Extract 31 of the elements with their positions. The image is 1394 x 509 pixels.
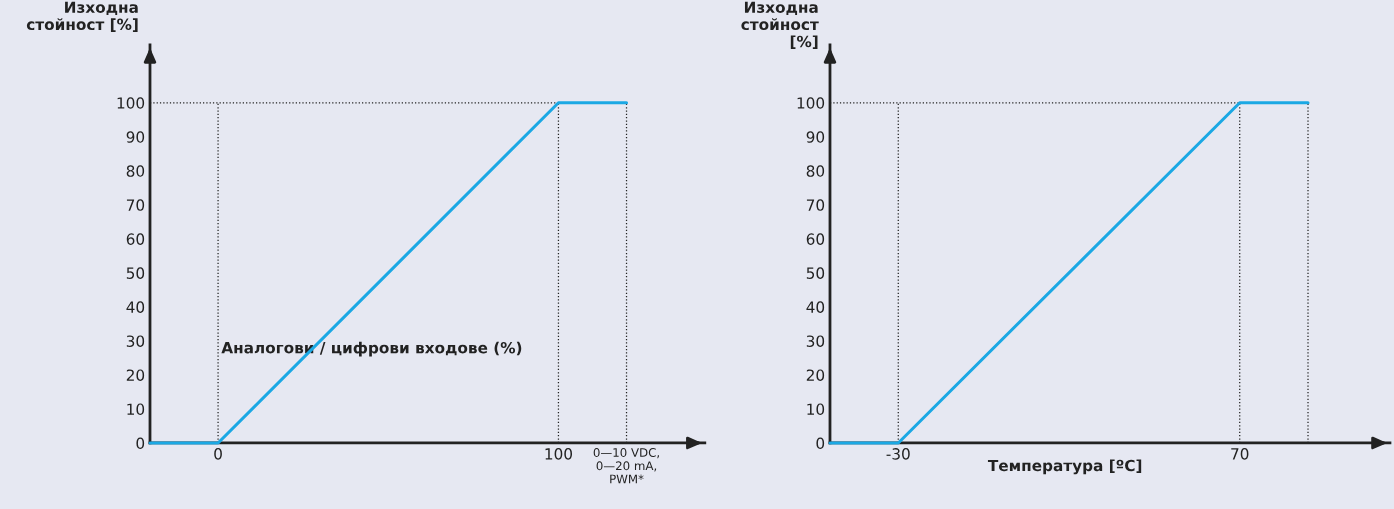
x-tick-label: 70 bbox=[1231, 448, 1249, 460]
y-axis-title: Изходна стойност [%] bbox=[741, 1, 819, 49]
y-tick-label: 70 bbox=[126, 199, 145, 211]
y-tick-label: 20 bbox=[806, 369, 825, 381]
y-tick-label: 80 bbox=[126, 165, 145, 177]
y-tick-label: 70 bbox=[806, 199, 825, 211]
y-tick-label: 0 bbox=[816, 437, 825, 449]
y-tick-label: 80 bbox=[806, 165, 825, 177]
y-tick-label: 30 bbox=[806, 335, 825, 347]
x-axis-title: Температура [ºC] bbox=[987, 459, 1142, 475]
y-tick-label: 50 bbox=[126, 267, 145, 279]
x-tick-label: 0—10 VDC, 0—20 mA, PWM* bbox=[593, 448, 659, 484]
y-tick-label: 40 bbox=[126, 301, 145, 313]
x-tick-label: 100 bbox=[545, 448, 573, 460]
y-tick-label: 30 bbox=[126, 335, 145, 347]
x-tick-label: -30 bbox=[886, 448, 910, 460]
y-tick-label: 60 bbox=[806, 233, 825, 245]
y-tick-label: 50 bbox=[806, 267, 825, 279]
y-tick-label: 10 bbox=[807, 403, 825, 415]
y-tick-label: 60 bbox=[126, 233, 145, 245]
y-tick-label: 100 bbox=[797, 97, 825, 109]
y-tick-label: 100 bbox=[117, 97, 145, 109]
y-tick-label: 40 bbox=[806, 301, 825, 313]
y-tick-label: 10 bbox=[127, 403, 145, 415]
y-tick-label: 90 bbox=[126, 131, 145, 143]
x-tick-label: 0 bbox=[214, 448, 222, 460]
y-axis-title: Изходна стойност [%] bbox=[26, 1, 138, 32]
y-tick-label: 0 bbox=[136, 437, 145, 449]
x-axis-title: Аналогови / цифрови входове (%) bbox=[221, 341, 522, 357]
y-tick-label: 20 bbox=[126, 369, 145, 381]
y-tick-label: 90 bbox=[806, 131, 825, 143]
